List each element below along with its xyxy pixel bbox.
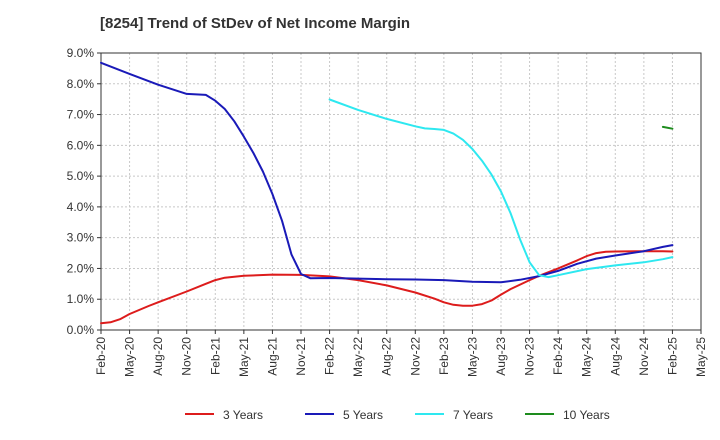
series-line-7-years — [328, 98, 674, 279]
x-tick-label: May-24 — [580, 337, 594, 377]
chart-title: [8254] Trend of StDev of Net Income Marg… — [100, 15, 410, 32]
series-lines — [100, 61, 674, 325]
y-tick-label: 5.0% — [67, 169, 95, 183]
y-axis-ticks: 0.0% 1.0% 2.0% 3.0% 4.0% 5.0% 6.0% 7.0% 8.0% 9.0% — [67, 46, 101, 337]
y-tick-label: 4.0% — [67, 200, 95, 214]
x-tick-label: Nov-24 — [637, 337, 651, 376]
x-tick-label: Aug-20 — [151, 337, 165, 376]
y-tick-label: 1.0% — [67, 292, 95, 306]
y-tick-label: 6.0% — [67, 138, 95, 152]
x-tick-label: Nov-22 — [408, 337, 422, 376]
x-tick-label: Feb-22 — [323, 337, 337, 375]
x-tick-label: May-22 — [351, 337, 365, 377]
y-tick-label: 3.0% — [67, 231, 95, 245]
y-tick-label: 8.0% — [67, 77, 95, 91]
x-tick-label: Feb-25 — [665, 337, 679, 375]
legend-label-5-years: 5 Years — [343, 408, 383, 422]
x-tick-label: Aug-22 — [380, 337, 394, 376]
y-tick-label: 7.0% — [67, 108, 95, 122]
series-line-10-years — [661, 125, 674, 130]
y-tick-label: 0.0% — [67, 323, 95, 337]
x-tick-label: May-25 — [694, 337, 708, 377]
x-tick-label: Feb-21 — [208, 337, 222, 375]
legend: 3 Years 5 Years 7 Years 10 Years — [185, 408, 610, 422]
axes — [100, 52, 702, 331]
x-tick-label: May-23 — [465, 337, 479, 377]
x-tick-label: May-20 — [123, 337, 137, 377]
x-tick-label: Aug-24 — [608, 337, 622, 376]
x-tick-label: Feb-24 — [551, 337, 565, 375]
legend-label-3-years: 3 Years — [223, 408, 263, 422]
x-tick-label: Nov-21 — [294, 337, 308, 376]
series-line-5-years — [100, 61, 674, 284]
x-axis-ticks: Feb-20 May-20 Aug-20 Nov-20 Feb-21 May-21 Aug-… — [94, 330, 708, 377]
series-line-3-years — [100, 250, 674, 325]
legend-label-10-years: 10 Years — [563, 408, 610, 422]
x-tick-label: Aug-23 — [494, 337, 508, 376]
x-tick-label: Nov-20 — [180, 337, 194, 376]
x-tick-label: Feb-20 — [94, 337, 108, 375]
x-tick-label: Aug-21 — [265, 337, 279, 376]
legend-label-7-years: 7 Years — [453, 408, 493, 422]
x-tick-label: Nov-23 — [523, 337, 537, 376]
y-tick-label: 2.0% — [67, 261, 95, 275]
plot-area-border — [100, 52, 702, 331]
y-tick-label: 9.0% — [67, 46, 95, 60]
x-tick-label: May-21 — [237, 337, 251, 377]
x-tick-label: Feb-23 — [437, 337, 451, 375]
